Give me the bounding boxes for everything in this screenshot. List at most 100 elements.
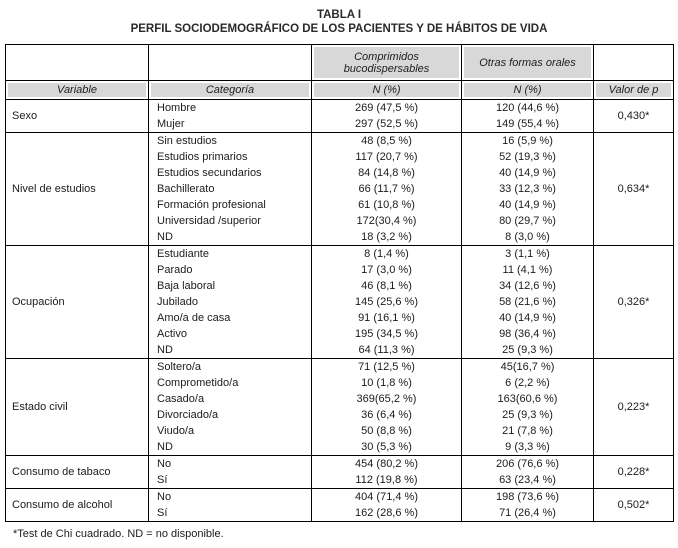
category-cell: Viudo/a (148, 423, 312, 439)
n-otras-formas-cell: 63 (23,4 %) (461, 472, 594, 489)
table-row: ND 30 (5,3 %) 9 (3,3 %) (6, 439, 674, 456)
table-row: Estudios secundarios 84 (14,8 %) 40 (14,9 … (6, 165, 674, 181)
n-otras-formas-cell: 34 (12,6 %) (461, 278, 594, 294)
n-otras-formas-cell: 9 (3,3 %) (461, 439, 594, 456)
table-row: Consumo de tabaco No 454 (80,2 %) 206 (76,6… (5, 455, 674, 489)
category-cell: ND (148, 229, 312, 246)
n-otras-formas-cell: 206 (76,6 %) (461, 455, 594, 472)
column-header-n-comprimidos: N (%) (311, 80, 462, 100)
category-cell: ND (148, 342, 312, 359)
table-row: Sí 112 (19,8 %) 63 (23,4 %) (6, 472, 674, 489)
n-comprimidos-cell: 369(65,2 %) (311, 391, 462, 407)
variable-group: Nivel de estudios Sin estudios 48 (8,5 %) 1… (5, 132, 674, 246)
n-otras-formas-cell: 71 (26,4 %) (461, 505, 594, 522)
n-comprimidos-cell: 10 (1,8 %) (311, 375, 462, 391)
n-comprimidos-cell: 30 (5,3 %) (311, 439, 462, 456)
table-row: Comprometido/a 10 (1,8 %) 6 (2,2 %) (6, 375, 674, 391)
n-otras-formas-cell: 16 (5,9 %) (461, 132, 594, 149)
n-comprimidos-cell: 64 (11,3 %) (311, 342, 462, 359)
table-row: Jubilado 145 (25,6 %) 58 (21,6 %) (6, 294, 674, 310)
table-row: Baja laboral 46 (8,1 %) 34 (12,6 %) (6, 278, 674, 294)
table-row: Activo 195 (34,5 %) 98 (36,4 %) (6, 326, 674, 342)
n-comprimidos-cell: 66 (11,7 %) (311, 181, 462, 197)
n-comprimidos-cell: 145 (25,6 %) (311, 294, 462, 310)
table-row: Casado/a 369(65,2 %) 163(60,6 %) (6, 391, 674, 407)
n-comprimidos-cell: 297 (52,5 %) (311, 116, 462, 133)
n-otras-formas-cell: 25 (9,3 %) (461, 342, 594, 359)
header-group-row: Comprimidos bucodispersables Otras forma… (5, 44, 674, 81)
variable-group: Sexo Hombre 269 (47,5 %) 120 (44,6 %) 0,430*… (5, 99, 674, 133)
n-otras-formas-cell: 25 (9,3 %) (461, 407, 594, 423)
header-spacer (593, 44, 674, 81)
category-cell: Jubilado (148, 294, 312, 310)
category-cell: Sí (148, 505, 312, 522)
category-cell: Mujer (148, 116, 312, 133)
n-otras-formas-cell: 120 (44,6 %) (461, 99, 594, 116)
p-value-cell: 0,223* (593, 358, 674, 456)
n-otras-formas-cell: 40 (14,9 %) (461, 165, 594, 181)
n-comprimidos-cell: 84 (14,8 %) (311, 165, 462, 181)
table-row: Divorciado/a 36 (6,4 %) 25 (9,3 %) (6, 407, 674, 423)
n-otras-formas-cell: 21 (7,8 %) (461, 423, 594, 439)
table-row: Mujer 297 (52,5 %) 149 (55,4 %) (6, 116, 674, 133)
n-comprimidos-cell: 117 (20,7 %) (311, 149, 462, 165)
n-otras-formas-cell: 98 (36,4 %) (461, 326, 594, 342)
variable-group: Ocupación Estudiante 8 (1,4 %) 3 (1,1 %) 0,3… (5, 245, 674, 359)
category-cell: Sí (148, 472, 312, 489)
table-row: Sí 162 (28,6 %) 71 (26,4 %) (6, 505, 674, 522)
table-row: Viudo/a 50 (8,8 %) 21 (7,8 %) (6, 423, 674, 439)
column-group-comprimidos: Comprimidos bucodispersables (311, 44, 462, 81)
table-title-block: TABLA I PERFIL SOCIODEMOGRÁFICO DE LOS P… (5, 6, 673, 44)
header-spacer (5, 44, 149, 81)
table-row: Ocupación Estudiante 8 (1,4 %) 3 (1,1 %) 0,3… (5, 245, 674, 359)
variable-group: Consumo de alcohol No 404 (71,4 %) 198 (73,… (5, 488, 674, 522)
n-comprimidos-cell: 61 (10,8 %) (311, 197, 462, 213)
column-header-p-value: Valor de p (593, 80, 674, 100)
category-cell: Parado (148, 262, 312, 278)
variable-cell: Consumo de alcohol (5, 488, 149, 522)
n-otras-formas-cell: 33 (12,3 %) (461, 181, 594, 197)
column-header-variable: Variable (5, 80, 149, 100)
category-cell: No (148, 455, 312, 472)
n-comprimidos-cell: 172(30,4 %) (311, 213, 462, 229)
p-value-cell: 0,228* (593, 455, 674, 489)
n-comprimidos-cell: 18 (3,2 %) (311, 229, 462, 246)
table-caption: PERFIL SOCIODEMOGRÁFICO DE LOS PACIENTES… (130, 23, 548, 35)
category-cell: Soltero/a (148, 358, 312, 375)
n-comprimidos-cell: 454 (80,2 %) (311, 455, 462, 472)
sociodemographic-table: Comprimidos bucodispersables Otras forma… (5, 44, 674, 522)
table-row: Sexo Hombre 269 (47,5 %) 120 (44,6 %) 0,430* (5, 99, 674, 133)
variable-group: Consumo de tabaco No 454 (80,2 %) 206 (76,6… (5, 455, 674, 489)
n-otras-formas-cell: 149 (55,4 %) (461, 116, 594, 133)
category-cell: Hombre (148, 99, 312, 116)
table-row: Parado 17 (3,0 %) 11 (4,1 %) (6, 262, 674, 278)
category-cell: Bachillerato (148, 181, 312, 197)
p-value-cell: 0,430* (593, 99, 674, 133)
n-otras-formas-cell: 6 (2,2 %) (461, 375, 594, 391)
n-comprimidos-cell: 36 (6,4 %) (311, 407, 462, 423)
n-comprimidos-cell: 195 (34,5 %) (311, 326, 462, 342)
n-otras-formas-cell: 45(16,7 %) (461, 358, 594, 375)
category-cell: No (148, 488, 312, 505)
n-otras-formas-cell: 80 (29,7 %) (461, 213, 594, 229)
n-comprimidos-cell: 50 (8,8 %) (311, 423, 462, 439)
variable-cell: Consumo de tabaco (5, 455, 149, 489)
column-header-categoria: Categoría (148, 80, 312, 100)
column-header-n-otras-formas: N (%) (461, 80, 594, 100)
category-cell: Estudios primarios (148, 149, 312, 165)
n-otras-formas-cell: 8 (3,0 %) (461, 229, 594, 246)
category-cell: Comprometido/a (148, 375, 312, 391)
table-row: Formación profesional 61 (10,8 %) 40 (14,9… (6, 197, 674, 213)
category-cell: Sin estudios (148, 132, 312, 149)
category-cell: Estudios secundarios (148, 165, 312, 181)
n-comprimidos-cell: 17 (3,0 %) (311, 262, 462, 278)
table-row: Estudios primarios 117 (20,7 %) 52 (19,3 %… (6, 149, 674, 165)
n-comprimidos-cell: 404 (71,4 %) (311, 488, 462, 505)
variable-cell: Estado civil (5, 358, 149, 456)
table-row: ND 18 (3,2 %) 8 (3,0 %) (6, 229, 674, 246)
header-columns-row: Variable Categoría N (%) N (%) Valor de … (5, 80, 674, 100)
table-row: Universidad /superior 172(30,4 %) 80 (29,7… (6, 213, 674, 229)
footnote: *Test de Chi cuadrado. ND = no disponibl… (13, 528, 224, 540)
column-group-otras-formas: Otras formas orales (461, 44, 594, 81)
